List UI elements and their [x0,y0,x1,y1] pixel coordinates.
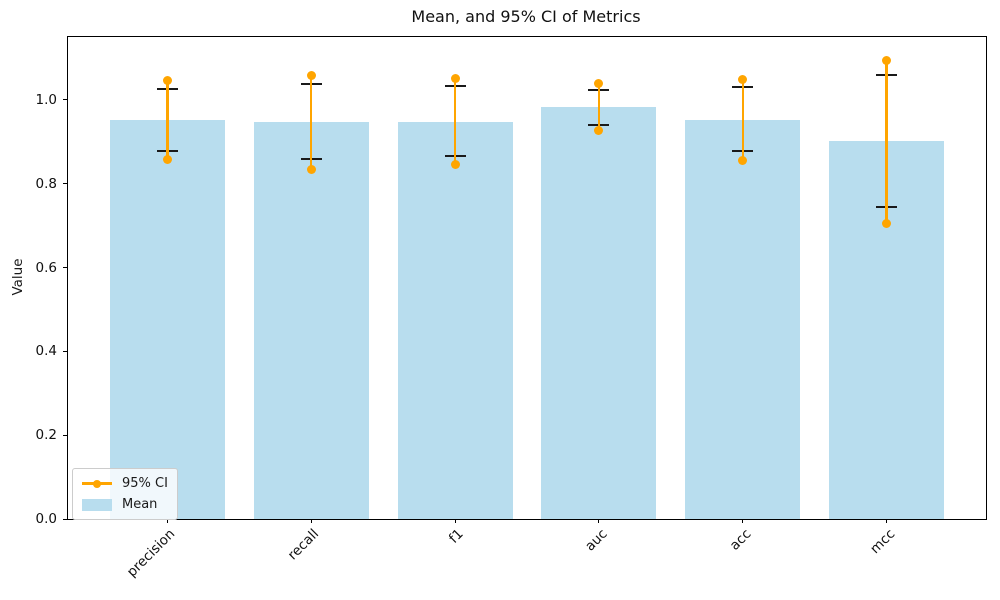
legend-label-mean: Mean [122,497,158,512]
ci-dot-icon [93,479,101,488]
x-tick-mark [454,519,456,523]
mean-bar [397,122,513,519]
x-tick-label-text: acc [726,526,755,554]
legend-item-mean: Mean [82,497,168,512]
y-tick-label: 0.4 [35,343,57,360]
ci-marker [594,126,604,136]
ci-marker [306,71,316,81]
x-tick-mark [886,519,888,523]
mean-swatch-icon [82,498,112,511]
ci-marker [450,160,460,170]
ci-line [309,75,313,170]
ci-marker [738,74,748,84]
ci-line [741,79,745,161]
x-tick-label-text: f1 [445,526,467,547]
ci-marker [738,156,748,166]
legend-item-ci: 95% CI [82,476,168,491]
y-tick-mark [63,518,67,520]
ci-marker [594,79,604,89]
y-tick-label: 0.2 [35,427,57,444]
plot-area: 0.0 0.2 0.4 0.6 0.8 1.0 precision recall f1 auc ac… [36,36,987,580]
x-tick-mark [742,519,744,523]
y-tick-mark [63,267,67,269]
y-tick-mark [63,183,67,185]
x-tick-mark [166,519,168,523]
y-axis-label: Value [10,258,26,296]
ci-line-marker-icon [82,479,112,488]
mean-bar [541,107,657,519]
legend: 95% CI Mean [72,468,178,520]
x-tick-mark [310,519,312,523]
x-tick-mark [598,519,600,523]
y-tick-mark [63,99,67,101]
ci-marker [882,55,892,65]
ci-line [885,60,888,224]
legend-label-ci: 95% CI [122,476,168,491]
mean-bar [253,122,369,519]
ci-marker [450,73,460,83]
y-tick-mark [63,350,67,352]
ci-marker [306,164,316,174]
ci-marker [162,75,172,85]
y-tick-mark [63,434,67,436]
x-tick-label-text: recall [285,526,323,564]
x-tick-label-text: auc [581,526,611,555]
y-tick-label: 0.8 [35,175,57,192]
x-tick-label-text: mcc [866,526,899,558]
y-tick-label: 0.6 [35,259,57,276]
ci-line [453,78,457,165]
x-tick-label-text: precision [124,526,179,581]
mean-bar [685,119,801,519]
ci-marker [882,218,892,228]
y-tick-label: 0.0 [35,511,57,527]
ci-line [166,80,169,160]
ci-marker [162,155,172,165]
ci-line [597,83,601,131]
mean-bar [109,119,225,519]
chart-title: Mean, and 95% CI of Metrics [411,7,641,26]
y-tick-label: 1.0 [35,91,57,108]
